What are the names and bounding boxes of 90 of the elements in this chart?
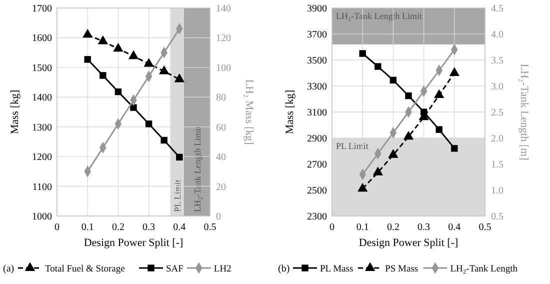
y-tick-label: 1000 [32,212,52,222]
y-tick-label: 2300 [307,212,327,222]
legend-label: Total Fuel & Storage [45,264,125,274]
band-label: PL Limit [336,141,369,151]
point [436,126,442,133]
point [98,35,108,44]
point [390,76,397,84]
x-axis-title: Design Power Split [-] [358,237,458,249]
x-tick-label: 0.2 [386,222,400,233]
y-tick-label: 3100 [307,108,327,118]
point [160,136,168,144]
point [374,63,382,70]
y-tick-label: 2500 [307,186,327,196]
y2-tick-label: 120 [216,33,231,44]
x-tick-label: 0 [330,222,334,233]
y2-tick-label: 20 [216,182,226,193]
y-tick-label: 3700 [307,30,327,40]
x-tick-label: 0.4 [173,222,186,233]
y-tick-label: 3300 [307,82,327,92]
x-tick-label: 0 [54,222,60,233]
y2-tick-label: 3.5 [491,56,504,66]
point [434,89,444,98]
y2-axis-title: LH₂ Mass [kg] [243,79,255,145]
point [176,154,183,161]
text: (b) [278,264,290,274]
point [84,56,91,63]
y-tick-label: 1400 [32,92,52,104]
text: (a) [3,264,14,274]
point [388,149,398,158]
y2-tick-label: 40 [216,152,226,164]
y2-tick-label: 80 [216,92,226,104]
point [403,130,414,140]
y-tick-label: 1500 [32,62,52,74]
legend-label: LH2 [214,264,232,274]
y2-tick-label: 1.5 [491,160,504,170]
y2-tick-label: 3.0 [491,82,504,92]
band-label: LH₂-Tank Length Limit [192,126,202,212]
x-axis-title: Design Power Split [-] [84,237,184,249]
y-tick-label: 1100 [32,182,52,193]
point [100,72,106,79]
legend-label: PS Mass [385,264,418,274]
point [359,50,366,57]
x-tick-label: 0.2 [112,222,124,233]
x-tick-label: 0.5 [478,222,492,233]
y-tick-label: 1300 [32,122,52,134]
point [449,67,460,76]
point [451,145,458,152]
point [159,65,170,74]
y2-tick-label: 100 [216,62,231,74]
x-tick-label: 0.3 [142,222,156,233]
point [114,88,122,96]
x-tick-label: 0.1 [356,222,369,233]
y-axis-title: Mass [kg] [9,90,21,134]
y-tick-label: 2900 [307,134,327,144]
point [144,58,154,67]
y2-tick-label: 4.5 [491,4,504,14]
legend-label: SAF [166,264,184,274]
y2-tick-label: 1.0 [491,186,504,196]
point [82,28,93,38]
y-tick-label: 2700 [307,160,327,170]
y2-tick-label: 60 [216,122,226,134]
y2-tick-label: 4.0 [491,30,504,40]
point [358,182,368,192]
x-tick-label: 0.3 [418,222,430,233]
x-tick-label: 0.1 [81,222,94,233]
legend-label: LH₂-Tank Length [450,264,518,274]
y-tick-label: 3900 [307,4,327,14]
point [174,73,184,82]
y-tick-label: 1600 [32,33,52,44]
y-tick-label: 3500 [307,56,327,66]
y2-tick-label: 2.0 [491,134,504,144]
point [372,166,383,176]
point [130,104,137,111]
point [145,120,152,128]
x-tick-label: 0.5 [204,222,216,233]
legend-label: PL Mass [320,264,354,274]
point [128,50,139,60]
point [405,92,412,100]
point [113,42,124,52]
y2-axis-title: LH₂-Tank Length [m] [518,64,530,160]
band-label: LH₂-Tank Length Limit [336,11,422,21]
y2-tick-label: 0.5 [491,212,504,222]
y-axis-title: Mass [kg] [284,90,296,134]
y-tick-label: 1200 [32,152,52,164]
x-tick-label: 0.4 [448,222,461,233]
y2-tick-label: 2.5 [491,108,504,118]
y2-tick-label: 0 [216,212,221,222]
y2-tick-label: 140 [216,4,231,14]
band-label: PL Limit [172,179,183,212]
y-tick-label: 1700 [32,4,52,14]
